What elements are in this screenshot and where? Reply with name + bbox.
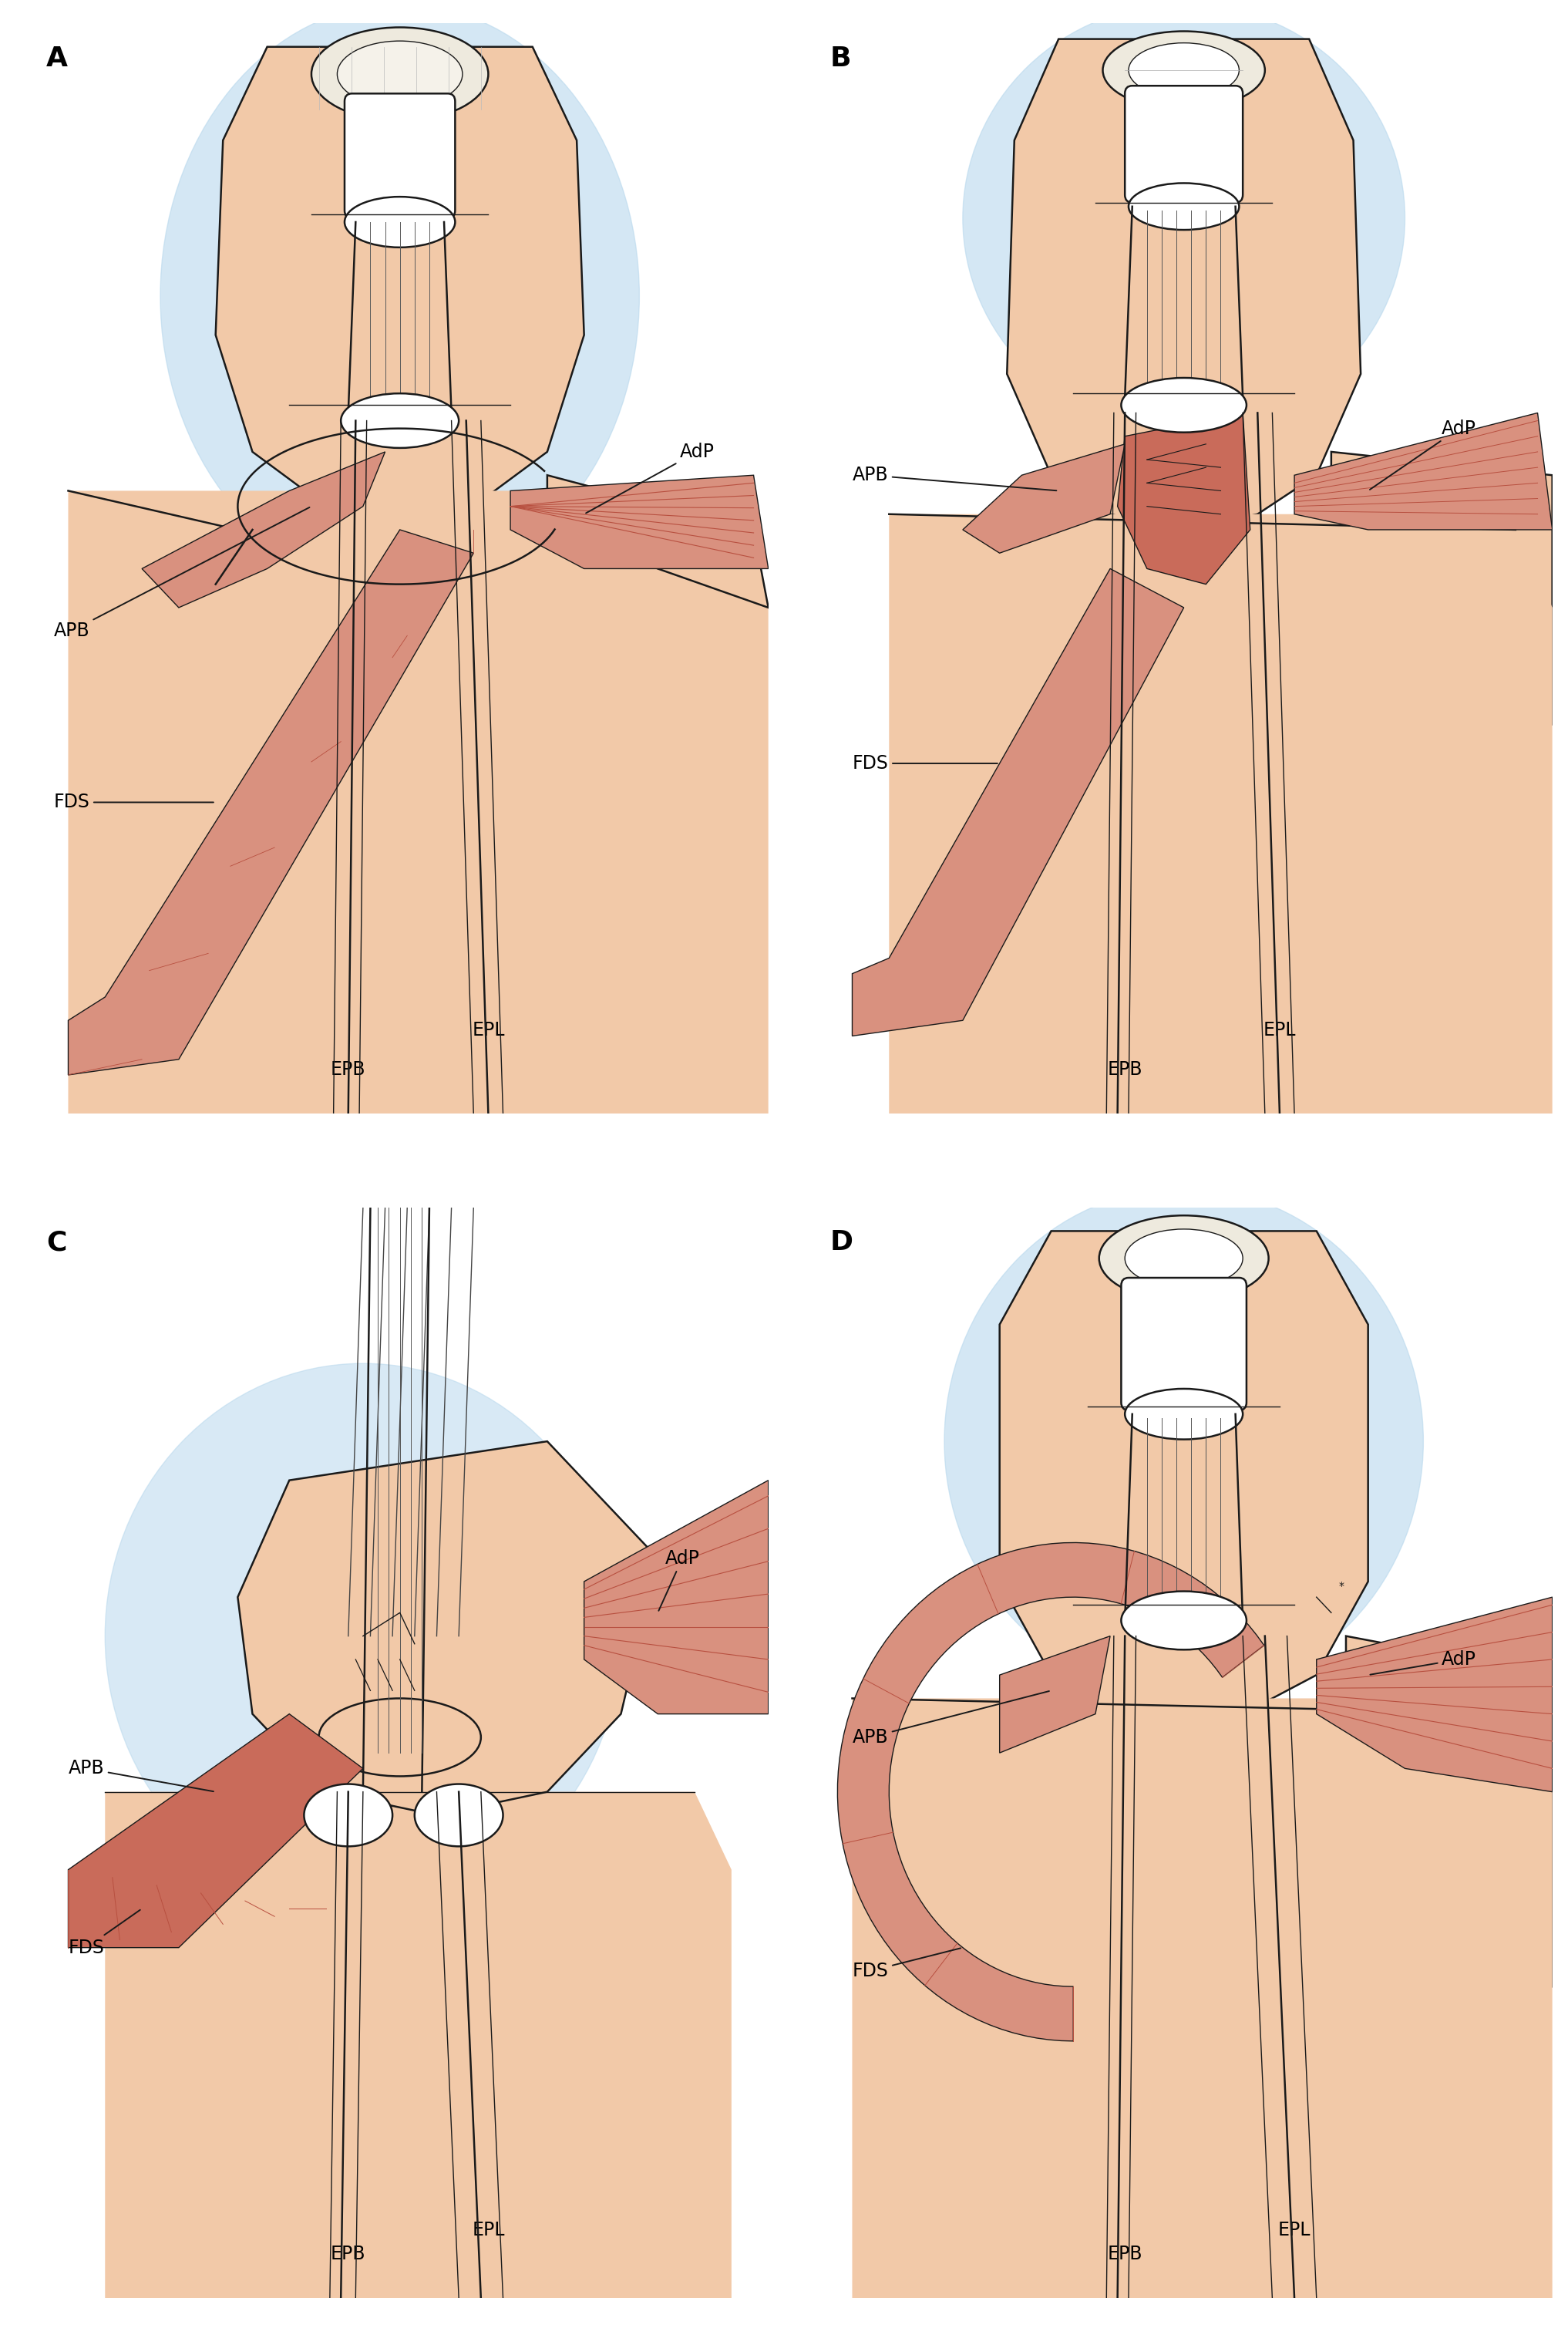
Text: EPL: EPL <box>1264 1022 1297 1039</box>
Polygon shape <box>1345 1637 1552 1986</box>
Polygon shape <box>511 476 768 570</box>
Text: APB: APB <box>853 467 1057 490</box>
Polygon shape <box>1007 40 1361 530</box>
Text: AdP: AdP <box>659 1550 699 1611</box>
Ellipse shape <box>160 5 640 589</box>
FancyBboxPatch shape <box>1121 1278 1247 1409</box>
Text: *: * <box>1339 1581 1344 1592</box>
Text: AdP: AdP <box>1370 1651 1477 1674</box>
Polygon shape <box>238 1442 659 1815</box>
Polygon shape <box>69 490 768 1114</box>
Polygon shape <box>837 1543 1264 2040</box>
Text: EPB: EPB <box>331 1060 365 1079</box>
Text: EPL: EPL <box>472 2221 505 2239</box>
Polygon shape <box>1331 453 1552 725</box>
Text: FDS: FDS <box>853 755 997 772</box>
Ellipse shape <box>1129 42 1239 98</box>
Ellipse shape <box>1121 378 1247 431</box>
Ellipse shape <box>340 394 459 448</box>
Ellipse shape <box>1102 30 1265 110</box>
Text: C: C <box>45 1229 66 1255</box>
Text: FDS: FDS <box>53 793 213 811</box>
Text: AdP: AdP <box>586 443 715 514</box>
Ellipse shape <box>318 1698 481 1775</box>
Ellipse shape <box>963 5 1405 431</box>
Polygon shape <box>853 1698 1552 2298</box>
Ellipse shape <box>337 40 463 108</box>
Ellipse shape <box>414 1785 503 1846</box>
Polygon shape <box>69 530 474 1074</box>
Polygon shape <box>963 443 1124 553</box>
Ellipse shape <box>944 1189 1424 1695</box>
Ellipse shape <box>1099 1215 1269 1301</box>
Ellipse shape <box>105 1362 621 1909</box>
Polygon shape <box>1295 413 1552 530</box>
Ellipse shape <box>304 1785 392 1846</box>
Ellipse shape <box>1121 1592 1247 1649</box>
Text: EPB: EPB <box>331 2244 365 2263</box>
Text: EPB: EPB <box>1107 1060 1143 1079</box>
Polygon shape <box>889 514 1552 1114</box>
FancyBboxPatch shape <box>1124 87 1243 202</box>
Polygon shape <box>69 1714 364 1949</box>
Text: EPL: EPL <box>472 1022 505 1039</box>
Polygon shape <box>105 1792 732 2298</box>
Ellipse shape <box>1129 183 1239 230</box>
Text: B: B <box>829 45 851 70</box>
Polygon shape <box>585 1480 768 1714</box>
Polygon shape <box>326 1456 533 1520</box>
Polygon shape <box>853 570 1184 1036</box>
Ellipse shape <box>312 28 488 122</box>
FancyBboxPatch shape <box>345 94 455 218</box>
Polygon shape <box>1118 413 1250 584</box>
Text: AdP: AdP <box>1370 420 1477 490</box>
Text: APB: APB <box>853 1691 1049 1747</box>
Text: EPB: EPB <box>1107 2244 1143 2263</box>
Polygon shape <box>143 453 386 607</box>
Text: APB: APB <box>53 507 309 640</box>
Text: EPL: EPL <box>1278 2221 1311 2239</box>
Text: FDS: FDS <box>69 1909 140 1956</box>
Polygon shape <box>1000 1231 1369 1721</box>
Polygon shape <box>1317 1597 1552 1792</box>
Ellipse shape <box>1124 1388 1243 1440</box>
Text: FDS: FDS <box>853 1949 961 1979</box>
Polygon shape <box>1000 1637 1110 1754</box>
Polygon shape <box>547 476 768 607</box>
Text: A: A <box>45 45 67 70</box>
Text: D: D <box>829 1229 853 1255</box>
Polygon shape <box>216 47 585 523</box>
Ellipse shape <box>345 197 455 246</box>
Text: APB: APB <box>69 1759 213 1792</box>
Ellipse shape <box>1124 1229 1243 1287</box>
